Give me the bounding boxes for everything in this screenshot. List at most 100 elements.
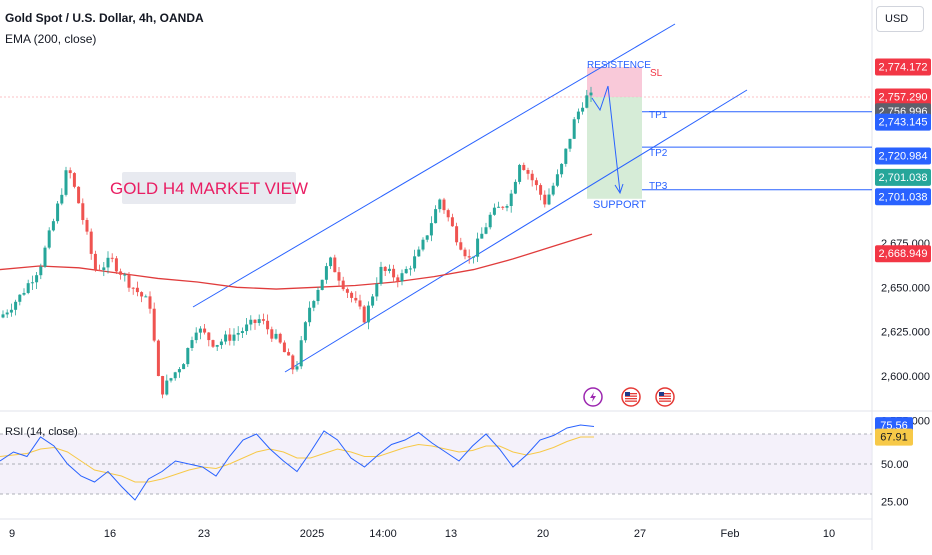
candle-body bbox=[26, 283, 30, 293]
candle-body bbox=[413, 256, 417, 269]
candle-body bbox=[429, 223, 433, 236]
candle-body bbox=[480, 233, 484, 239]
market-view-box bbox=[122, 172, 296, 204]
candle-body bbox=[455, 226, 459, 243]
candle-body bbox=[375, 283, 379, 297]
candle-body bbox=[81, 203, 85, 221]
candle-body bbox=[341, 280, 345, 290]
rsi-tag-box bbox=[875, 428, 913, 446]
candle-body bbox=[98, 269, 102, 271]
flag-stripe bbox=[659, 393, 671, 395]
x-tick-label: Feb bbox=[721, 528, 740, 540]
price-tag-label: 2,720.984 bbox=[879, 151, 928, 163]
candle-body bbox=[442, 199, 446, 211]
candle-body bbox=[215, 345, 219, 347]
candle-body bbox=[64, 170, 68, 195]
candle-body bbox=[219, 341, 223, 346]
candle-body bbox=[534, 180, 538, 186]
candle-body bbox=[513, 181, 517, 194]
rsi-line bbox=[0, 424, 595, 501]
y-tick-label: 2,600.000 bbox=[881, 371, 930, 383]
candle-body bbox=[131, 287, 135, 289]
x-tick-label: 27 bbox=[634, 528, 646, 540]
candle-body bbox=[253, 319, 257, 323]
flag-canton bbox=[625, 392, 630, 396]
candle-body bbox=[102, 267, 106, 270]
candle-body bbox=[295, 366, 299, 370]
candle-body bbox=[396, 277, 400, 282]
candle-body bbox=[581, 107, 585, 112]
tp1-label: TP1 bbox=[649, 110, 668, 121]
price-tags: 2,774.1722,757.29002:172,756.9962,743.14… bbox=[875, 58, 931, 446]
rsi-ma-line bbox=[0, 436, 594, 483]
lightning-icon[interactable] bbox=[583, 387, 603, 407]
candle-body bbox=[278, 333, 282, 343]
candle-body bbox=[140, 292, 144, 297]
candlesticks bbox=[1, 86, 593, 399]
candle-body bbox=[240, 331, 244, 333]
candle-body bbox=[274, 333, 278, 339]
candle-body bbox=[312, 301, 316, 308]
candle-body bbox=[114, 258, 118, 272]
y-tick-label: 2,625.000 bbox=[881, 327, 930, 339]
flag-stripe bbox=[625, 395, 637, 397]
candle-body bbox=[232, 334, 236, 341]
price-tag-label: 2,668.949 bbox=[879, 248, 928, 260]
price-tag-label: 2,701.038 bbox=[879, 172, 928, 184]
currency-selector[interactable]: USD bbox=[876, 6, 924, 32]
stop-loss-zone bbox=[587, 67, 642, 97]
candle-body bbox=[505, 205, 509, 208]
candle-body bbox=[161, 376, 165, 395]
sl-label: SL bbox=[650, 68, 663, 79]
rsi-legend[interactable]: RSI (14, close) bbox=[5, 426, 78, 438]
candle-body bbox=[568, 138, 572, 149]
candle-body bbox=[35, 275, 39, 283]
flag-icon-ring bbox=[621, 387, 641, 407]
price-tag-label: 2,701.038 bbox=[879, 191, 928, 203]
candle-body bbox=[47, 230, 51, 248]
flag-icon-ring bbox=[655, 387, 675, 407]
flag-stripe bbox=[625, 393, 637, 395]
candle-body bbox=[5, 312, 9, 315]
lightning-icon-bolt bbox=[590, 392, 596, 402]
candle-body bbox=[110, 257, 114, 259]
candle-body bbox=[421, 239, 425, 250]
support-label: SUPPORT bbox=[593, 199, 646, 211]
x-tick-label: 23 bbox=[198, 528, 210, 540]
candle-body bbox=[337, 272, 341, 281]
ema-legend[interactable]: EMA (200, close) bbox=[5, 32, 97, 46]
x-tick-label: 10 bbox=[823, 528, 835, 540]
price-tag-label: 2,757.290 bbox=[879, 92, 928, 104]
candle-body bbox=[450, 217, 454, 227]
candle-body bbox=[522, 164, 526, 171]
candle-body bbox=[324, 266, 328, 280]
candle-body bbox=[43, 247, 47, 267]
candle-body bbox=[383, 266, 387, 271]
us-flag-icon[interactable] bbox=[655, 387, 675, 407]
candle-body bbox=[539, 185, 543, 195]
candle-body bbox=[18, 294, 22, 302]
candle-body bbox=[173, 372, 177, 379]
candle-body bbox=[177, 369, 181, 373]
forecast-arrow-line bbox=[591, 85, 621, 193]
candle-body bbox=[56, 203, 60, 222]
us-flag-icon[interactable] bbox=[621, 387, 641, 407]
candle-body bbox=[194, 332, 198, 341]
candle-body bbox=[589, 92, 593, 96]
candle-body bbox=[224, 334, 228, 342]
candle-body bbox=[148, 296, 152, 309]
candle-body bbox=[547, 194, 551, 205]
candle-body bbox=[484, 227, 488, 234]
candle-body bbox=[501, 206, 505, 208]
candle-body bbox=[198, 328, 202, 333]
candle-body bbox=[135, 287, 139, 293]
candle-body bbox=[51, 221, 55, 231]
candle-body bbox=[14, 301, 18, 310]
channel-lower-line bbox=[284, 89, 748, 373]
candle-body bbox=[261, 319, 265, 321]
trade-zones bbox=[587, 67, 642, 199]
candle-body bbox=[299, 340, 303, 367]
candle-body bbox=[362, 306, 366, 323]
